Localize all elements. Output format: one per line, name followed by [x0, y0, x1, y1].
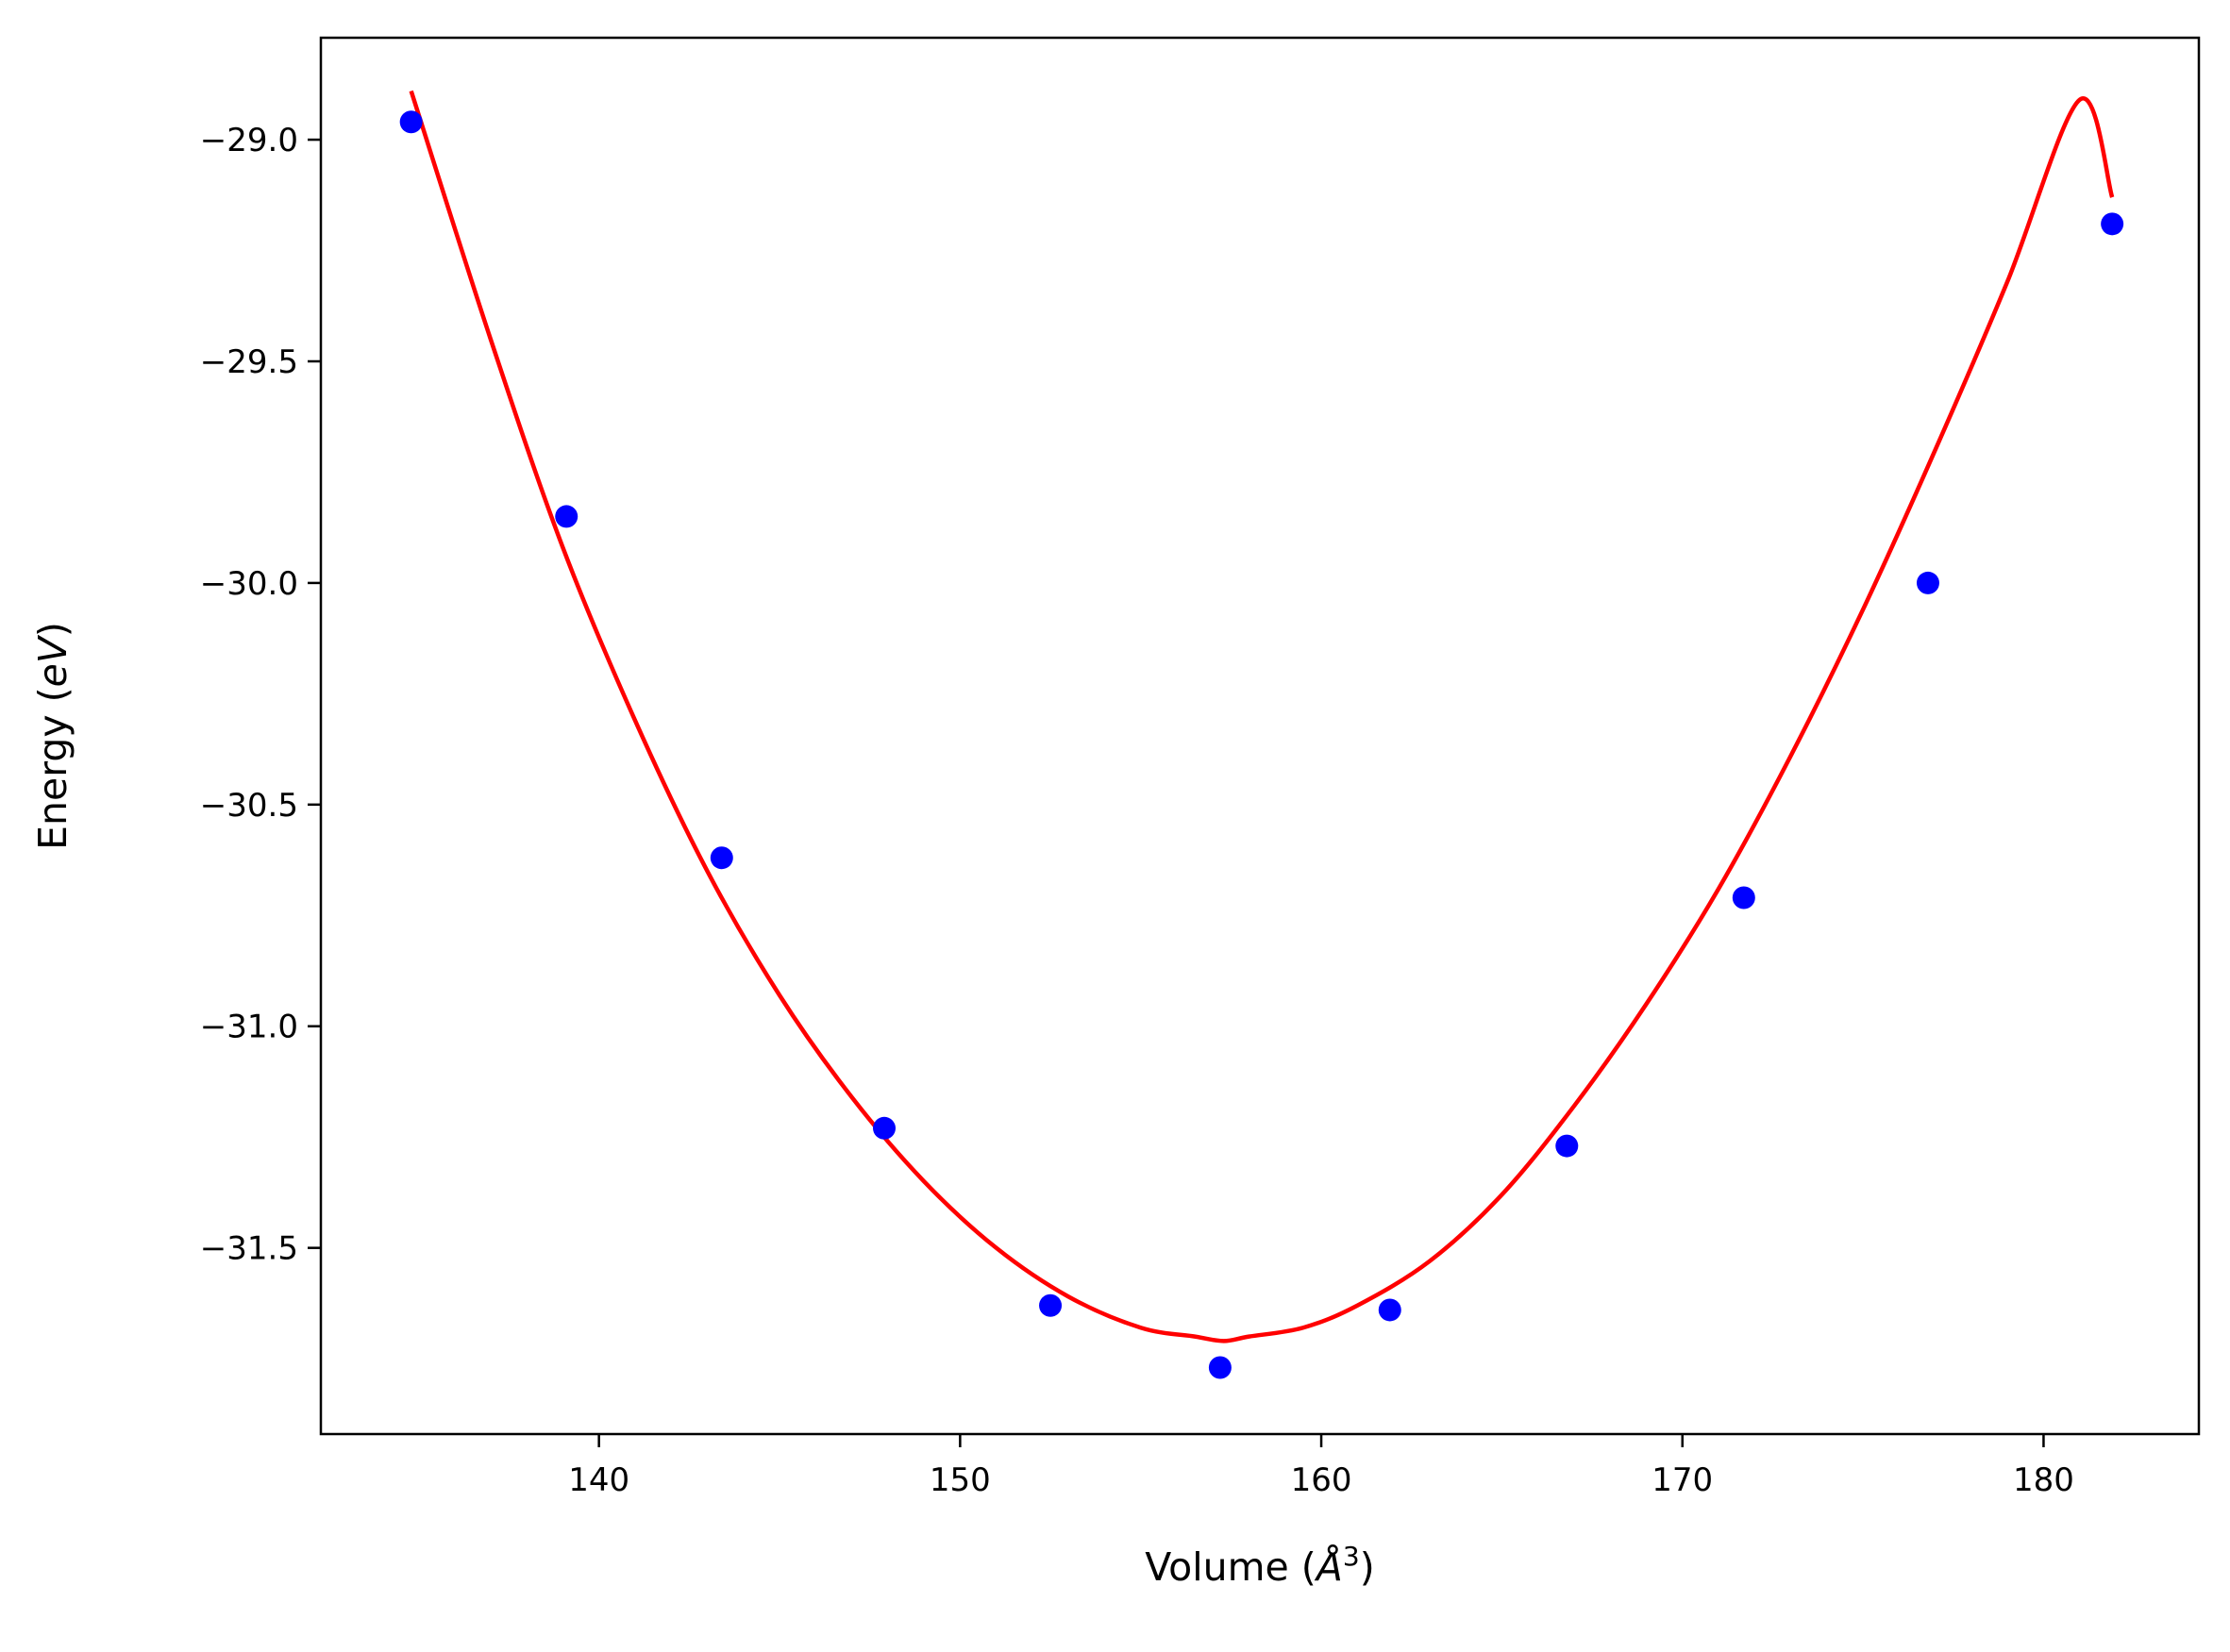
data-point — [1208, 1356, 1232, 1379]
fit-curve-layer — [409, 90, 2115, 1343]
x-axis-ticks: 140 150 160 170 180 — [568, 1434, 2074, 1499]
data-point — [1378, 1298, 1401, 1322]
y-tick-label: −30.0 — [200, 565, 298, 603]
x-tick-label: 170 — [1652, 1461, 1713, 1499]
x-tick-label: 140 — [568, 1461, 629, 1499]
x-axis-label-symbol: Å — [1314, 1544, 1343, 1590]
y-tick-label: −30.5 — [200, 787, 298, 825]
y-axis-label-suffix: ) — [30, 622, 75, 637]
y-axis-label-unit: eV — [30, 634, 75, 687]
x-axis-label-prefix: Volume ( — [1145, 1544, 1316, 1590]
data-point — [1039, 1293, 1063, 1317]
x-tick-label: 150 — [930, 1461, 991, 1499]
data-points-layer — [399, 110, 2124, 1379]
fit-curve — [409, 90, 2115, 1343]
data-point — [1555, 1134, 1579, 1158]
data-point — [1732, 886, 1755, 909]
data-point — [710, 846, 733, 870]
y-axis-ticks: −29.0 −29.5 −30.0 −30.5 −31.0 −31.5 — [200, 122, 321, 1268]
data-point — [1916, 571, 1939, 594]
data-point — [2101, 212, 2124, 236]
y-axis-label-prefix: Energy ( — [30, 687, 75, 850]
y-tick-label: −31.0 — [200, 1009, 298, 1046]
data-point — [873, 1116, 896, 1140]
data-point — [399, 110, 423, 134]
x-axis-label-suffix: ) — [1360, 1544, 1375, 1590]
plot-frame — [319, 36, 2201, 1436]
y-axis-label: Energy (eV) — [30, 622, 75, 850]
x-tick-label: 160 — [1291, 1461, 1352, 1499]
x-axis-label-exponent: 3 — [1343, 1541, 1360, 1572]
y-tick-label: −29.0 — [200, 122, 298, 159]
y-tick-label: −29.5 — [200, 343, 298, 381]
x-tick-label: 180 — [2013, 1461, 2074, 1499]
data-point — [555, 505, 578, 528]
y-tick-label: −31.5 — [200, 1230, 298, 1268]
x-axis-label: Volume (Å3) — [1145, 1541, 1374, 1591]
